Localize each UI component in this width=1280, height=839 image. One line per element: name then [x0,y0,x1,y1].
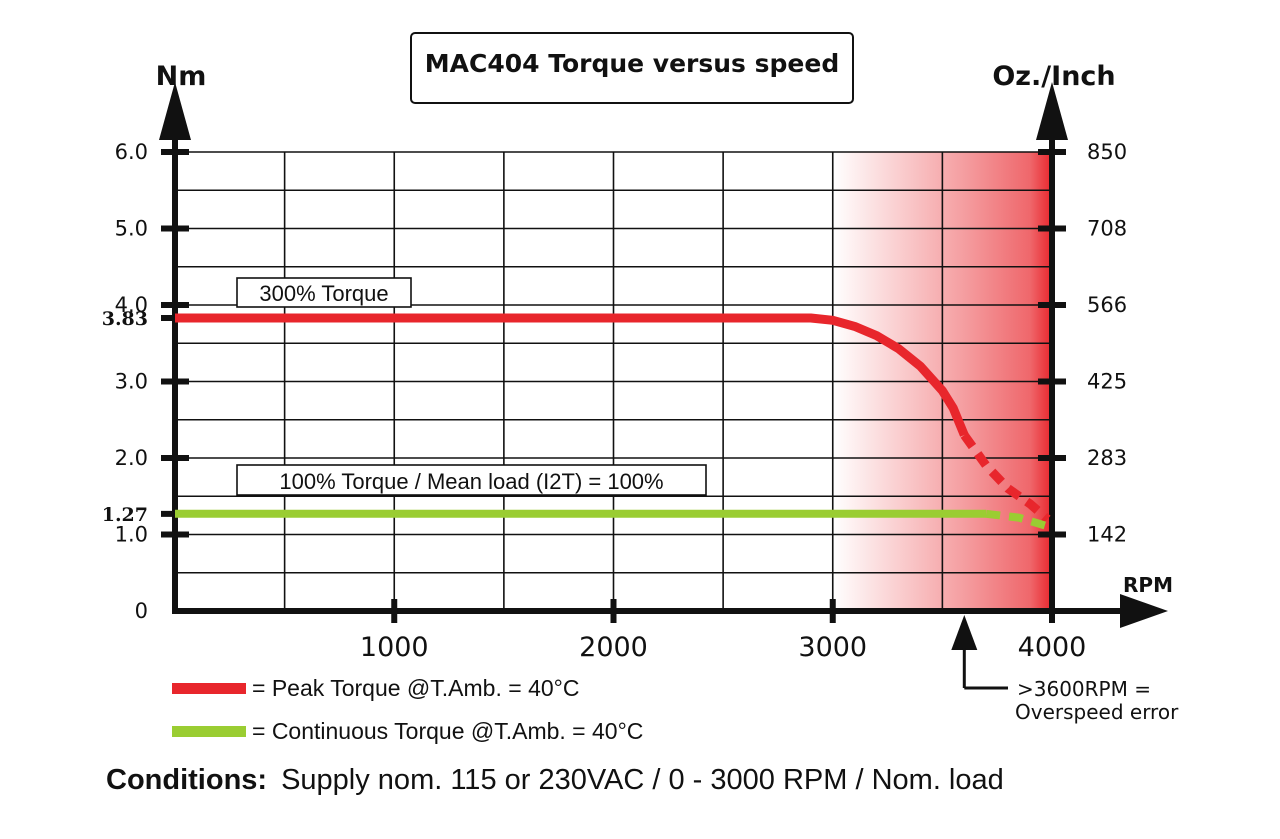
y-tick-label-right: 283 [1087,446,1127,470]
legend-label-continuous: = Continuous Torque @T.Amb. = 40°C [252,717,644,744]
series-line-dashed [960,432,1051,523]
y-axis-left-title: Nm [156,61,207,92]
series-label: 300% Torque [259,281,388,306]
overspeed-arrow-head [951,615,978,650]
chart-title-box: MAC404 Torque versus speed [410,32,854,104]
series-label: 100% Torque / Mean load (I2T) = 100% [279,469,663,494]
series-label-box [236,464,707,496]
y-tick-label-left: 5.0 [115,217,148,241]
y-tick-label-left: 2.0 [115,446,148,470]
y-tick-label-left: 3.83 [102,308,148,330]
legend-item-peak: = Peak Torque @T.Amb. = 40°C [172,673,579,703]
overspeed-label-line1: >3600RPM = [1017,677,1151,701]
series-label-box [236,277,412,308]
x-axis-arrow [1120,594,1168,628]
legend-swatch-continuous [172,725,246,737]
y-tick-label-left: 0 [135,599,148,623]
x-tick-label: 2000 [579,632,648,663]
y-tick-label-right: 142 [1087,523,1127,547]
conditions-text: Supply nom. 115 or 230VAC / 0 - 3000 RPM… [281,764,1004,796]
y-tick-label-right: 425 [1087,370,1127,394]
x-tick-label: 4000 [1018,632,1087,663]
x-tick-label: 3000 [798,632,867,663]
series-line-dashed [985,509,1051,531]
chart-title: MAC404 Torque versus speed [424,48,840,78]
y-axis-right-title: Oz./Inch [992,61,1115,92]
series-line-solid [175,313,969,437]
legend-label-peak: = Peak Torque @T.Amb. = 40°C [252,674,580,701]
y-tick-label-left: 4.0 [115,293,148,317]
x-tick-label: 1000 [360,632,429,663]
y-axis-left-arrow [159,82,191,140]
y-tick-label-right: 850 [1087,140,1127,164]
y-axis-right-arrow [1036,82,1068,140]
conditions-note: Conditions: Supply nom. 115 or 230VAC / 0… [106,764,1004,797]
y-tick-label-left: 3.0 [115,370,148,394]
y-tick-label-left: 1.0 [115,523,148,547]
x-axis-title: RPM [1123,573,1173,597]
overspeed-label-line2: Overspeed error [1015,700,1179,724]
y-tick-label-left: 6.0 [115,140,148,164]
y-tick-label-right: 566 [1087,293,1127,317]
legend-item-continuous: = Continuous Torque @T.Amb. = 40°C [172,716,643,746]
y-tick-label-left: 1.27 [102,504,148,526]
legend-swatch-peak [172,682,246,694]
y-tick-label-right: 708 [1087,217,1127,241]
conditions-label: Conditions: [106,764,268,796]
